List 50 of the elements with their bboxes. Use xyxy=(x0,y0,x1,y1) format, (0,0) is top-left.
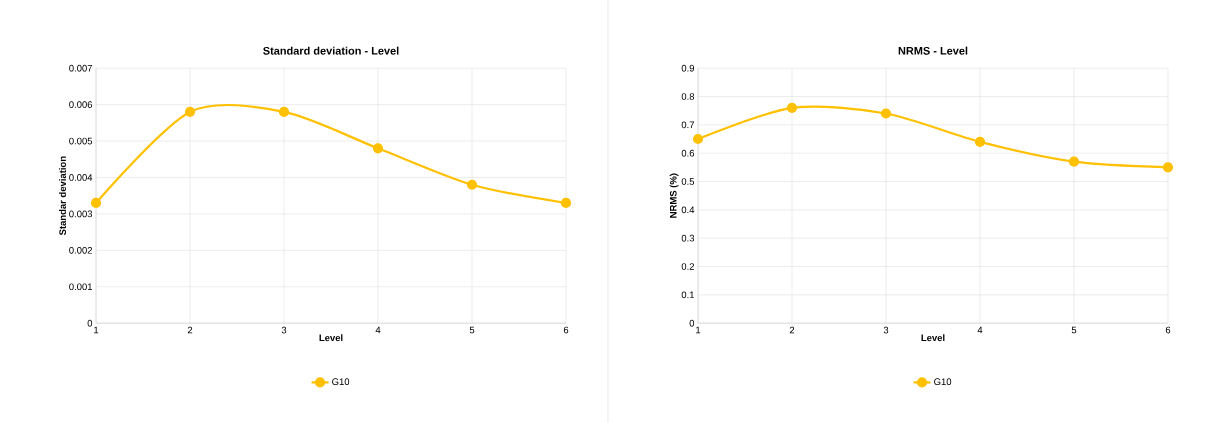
y-tick-label: 0.8 xyxy=(681,92,695,100)
y-tick-label: 0.006 xyxy=(69,101,93,108)
chart-title: Standard deviation - Level xyxy=(263,46,399,55)
x-tick-label: 2 xyxy=(789,326,795,334)
y-tick-label: 0 xyxy=(87,319,93,327)
point xyxy=(278,106,290,117)
legend-label: G10 xyxy=(934,378,952,385)
y-tick-label: 0.9 xyxy=(681,64,695,72)
y-tick-label: 0.005 xyxy=(69,137,93,145)
x-tick-label: 4 xyxy=(375,326,381,334)
y-tick-label: 0.007 xyxy=(69,64,93,72)
y-tick-label: 0 xyxy=(689,319,695,327)
y-tick-label: 0.001 xyxy=(69,283,93,290)
point xyxy=(560,197,572,208)
x-tick-label: 6 xyxy=(1165,326,1171,334)
x-tick-label: 3 xyxy=(883,326,889,334)
y-tick-label: 0.2 xyxy=(681,262,695,270)
y-tick-label: 0.6 xyxy=(681,149,695,157)
point xyxy=(786,102,798,113)
y-tick-label: 0.002 xyxy=(69,246,93,254)
x-tick-label: 4 xyxy=(977,326,983,334)
point xyxy=(880,108,892,119)
x-tick-label: 1 xyxy=(94,326,99,334)
x-tick-label: 5 xyxy=(469,326,475,334)
x-axis-title: Level xyxy=(921,334,945,341)
point xyxy=(466,179,478,190)
point xyxy=(184,106,196,117)
y-axis-title: Standar deviation xyxy=(59,156,66,235)
x-tick-label: 6 xyxy=(563,326,569,334)
y-tick-label: 0.3 xyxy=(681,234,695,242)
x-tick-label: 1 xyxy=(696,326,701,334)
point xyxy=(692,133,704,144)
point xyxy=(372,143,384,154)
point xyxy=(90,197,102,208)
chart-title: NRMS - Level xyxy=(898,46,968,55)
x-axis-title: Level xyxy=(319,334,343,341)
point xyxy=(1068,156,1080,167)
x-tick-label: 5 xyxy=(1071,326,1077,334)
y-tick-label: 0.004 xyxy=(69,173,93,181)
legend-label: G10 xyxy=(332,378,350,385)
y-axis-title: NRMS (%) xyxy=(669,173,679,218)
y-tick-label: 0.003 xyxy=(69,210,93,218)
x-tick-label: 3 xyxy=(281,326,287,334)
y-tick-label: 0.4 xyxy=(681,206,695,214)
y-tick-label: 0.7 xyxy=(681,121,695,129)
y-tick-label: 0.5 xyxy=(681,177,695,185)
x-tick-label: 2 xyxy=(187,326,193,334)
point xyxy=(974,136,986,147)
point xyxy=(1162,162,1174,173)
y-tick-label: 0.1 xyxy=(681,291,695,299)
